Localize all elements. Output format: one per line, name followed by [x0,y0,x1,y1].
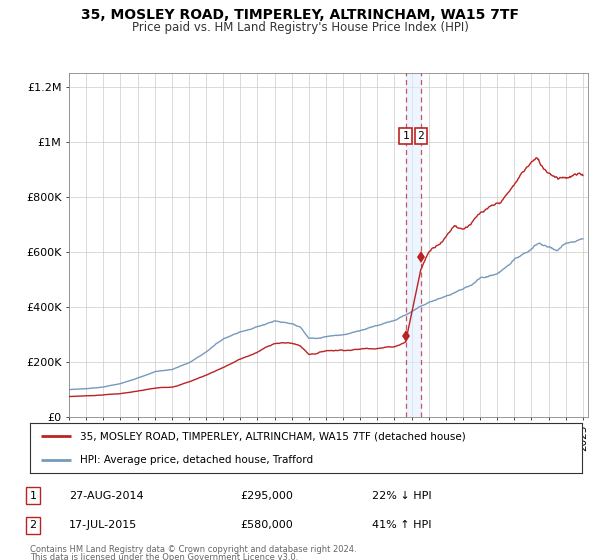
Text: 2: 2 [418,131,424,141]
Text: £580,000: £580,000 [240,520,293,530]
Text: 17-JUL-2015: 17-JUL-2015 [69,520,137,530]
Text: £295,000: £295,000 [240,491,293,501]
Text: 41% ↑ HPI: 41% ↑ HPI [372,520,431,530]
Text: Contains HM Land Registry data © Crown copyright and database right 2024.: Contains HM Land Registry data © Crown c… [30,545,356,554]
Text: 1: 1 [29,491,37,501]
Text: Price paid vs. HM Land Registry's House Price Index (HPI): Price paid vs. HM Land Registry's House … [131,21,469,34]
Text: 27-AUG-2014: 27-AUG-2014 [69,491,143,501]
Text: This data is licensed under the Open Government Licence v3.0.: This data is licensed under the Open Gov… [30,553,298,560]
Text: 35, MOSLEY ROAD, TIMPERLEY, ALTRINCHAM, WA15 7TF (detached house): 35, MOSLEY ROAD, TIMPERLEY, ALTRINCHAM, … [80,431,466,441]
Text: 1: 1 [402,131,409,141]
Bar [406,73,421,417]
Text: HPI: Average price, detached house, Trafford: HPI: Average price, detached house, Traf… [80,455,313,465]
Text: 22% ↓ HPI: 22% ↓ HPI [372,491,431,501]
Text: 2: 2 [29,520,37,530]
Text: 35, MOSLEY ROAD, TIMPERLEY, ALTRINCHAM, WA15 7TF: 35, MOSLEY ROAD, TIMPERLEY, ALTRINCHAM, … [81,8,519,22]
